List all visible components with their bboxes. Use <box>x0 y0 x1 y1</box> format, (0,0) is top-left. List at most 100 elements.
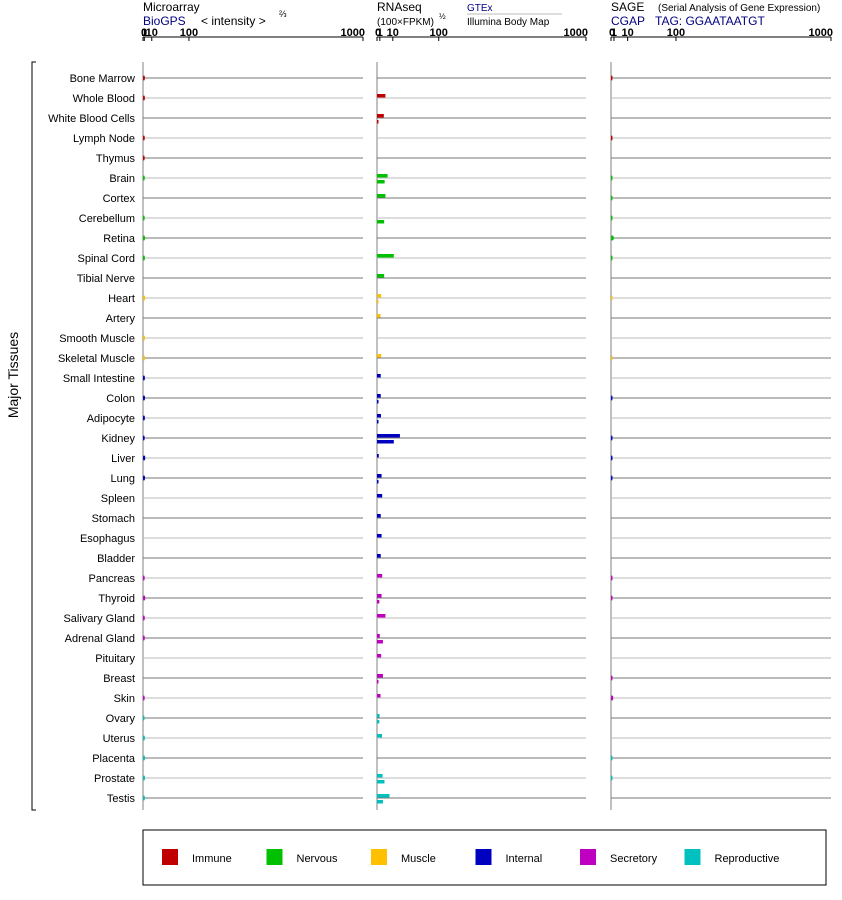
sage-bar <box>611 215 613 221</box>
tissue-bracket <box>31 61 36 811</box>
sage-panel: 01 10 100 1000 <box>609 27 833 810</box>
tissue-label: Spinal Cord <box>78 253 135 265</box>
microarray-bar <box>143 395 145 401</box>
rnaseq-bar <box>377 180 385 184</box>
sage-tick-label: 0 <box>609 27 615 39</box>
tissue-label: Bone Marrow <box>70 73 135 85</box>
rnaseq-bar <box>377 94 386 98</box>
rnaseq-bar <box>377 714 380 718</box>
sage-tick-label: 10 <box>622 27 634 39</box>
sage-bar <box>611 175 613 181</box>
tissue-label: White Blood Cells <box>48 113 135 125</box>
rnaseq-bar <box>377 674 383 678</box>
legend-label-internal: Internal <box>506 853 543 865</box>
sage-subtitle: (Serial Analysis of Gene Expression) <box>658 3 820 14</box>
sage-tick-label: 1000 <box>809 27 833 39</box>
microarray-bar <box>143 615 145 621</box>
microarray-bar <box>143 355 145 361</box>
sage-bar <box>611 455 613 461</box>
sage-bar <box>611 295 613 301</box>
microarray-bar <box>143 155 145 161</box>
microarray-bar <box>143 235 145 241</box>
rnaseq-bar <box>377 194 386 198</box>
rnaseq-bar <box>377 300 379 304</box>
sage-tick-label: 1 <box>611 27 617 39</box>
tissue-label: Smooth Muscle <box>59 333 135 345</box>
sage-bar <box>611 135 613 141</box>
tissue-label: Cortex <box>103 193 136 205</box>
rnaseq-bar <box>377 534 382 538</box>
rnaseq-bar <box>377 680 379 684</box>
rnaseq-bar <box>377 440 394 444</box>
sage-bar <box>611 675 613 681</box>
microarray-tick-label: 1 <box>141 27 147 39</box>
legend-swatch-immune <box>162 849 178 865</box>
tissue-label: Ovary <box>106 713 136 725</box>
microarray-bar <box>143 95 145 101</box>
sage-bar <box>611 595 613 601</box>
tissue-label: Heart <box>108 293 135 305</box>
sage-bar <box>611 775 613 781</box>
rnaseq-bar <box>377 114 384 118</box>
rnaseq-bar <box>377 354 382 358</box>
tissue-label: Prostate <box>94 773 135 785</box>
rnaseq-bar <box>377 800 383 804</box>
rnaseq-bar <box>377 734 382 738</box>
rnaseq-bar <box>377 614 386 618</box>
tissue-label: Adrenal Gland <box>65 633 135 645</box>
tissue-label: Stomach <box>92 513 135 525</box>
microarray-bar <box>143 795 145 801</box>
rnaseq-bar <box>377 254 394 258</box>
tissue-label: Skin <box>114 693 135 705</box>
legend-label-nervous: Nervous <box>297 853 338 865</box>
microarray-bar <box>143 335 145 341</box>
tissue-label: Testis <box>107 793 136 805</box>
sage-bar <box>611 235 614 241</box>
tissue-label: Lymph Node <box>73 133 135 145</box>
microarray-bar <box>143 695 145 701</box>
rnaseq-bar <box>377 274 385 278</box>
legend-label-secretory: Secretory <box>610 853 658 865</box>
tissue-label: Bladder <box>97 553 135 565</box>
sage-bar <box>611 755 613 761</box>
rnaseq-bar <box>377 594 382 598</box>
rnaseq-tick-label: 1 <box>377 27 383 39</box>
rnaseq-tick-label: 0 <box>375 27 381 39</box>
rnaseq-panel: 01 10 100 1000 <box>375 27 588 810</box>
rnaseq-bar <box>377 554 381 558</box>
rnaseq-bar <box>377 654 382 658</box>
tissue-label: Breast <box>103 673 135 685</box>
rnaseq-bar <box>377 414 381 418</box>
rnaseq-bar <box>377 600 380 604</box>
sage-source: CGAP <box>611 14 645 28</box>
tissue-label: Tibial Nerve <box>77 273 135 285</box>
rnaseq-bar <box>377 220 385 224</box>
rnaseq-bar <box>377 640 383 644</box>
tissue-label: Retina <box>103 233 136 245</box>
y-axis-label: Major Tissues <box>5 332 21 418</box>
microarray-bar <box>143 135 145 141</box>
rnaseq-bar <box>377 120 379 124</box>
rnaseq-scale-exp: ½ <box>439 12 446 21</box>
rnaseq-bar <box>377 374 381 378</box>
sage-bar <box>611 395 613 401</box>
microarray-bar <box>143 215 145 221</box>
microarray-bar <box>143 375 145 381</box>
sage-bar <box>611 75 613 81</box>
rnaseq-tick-label: 10 <box>387 27 399 39</box>
tissue-label: Kidney <box>101 433 135 445</box>
legend-swatch-reproductive <box>684 849 701 865</box>
microarray-tick-label: 0 <box>141 27 147 39</box>
microarray-bar <box>143 715 145 721</box>
tissue-label: Thymus <box>96 153 136 165</box>
tissue-label: Cerebellum <box>79 213 135 225</box>
microarray-bar <box>143 255 145 261</box>
rnaseq-bar <box>377 420 379 424</box>
microarray-scale: < intensity > <box>201 14 266 28</box>
tissue-label: Pancreas <box>89 573 136 585</box>
sage-bar <box>611 695 614 701</box>
tissue-label: Colon <box>106 393 135 405</box>
rnaseq-bar <box>377 394 381 398</box>
microarray-bar <box>143 635 145 641</box>
